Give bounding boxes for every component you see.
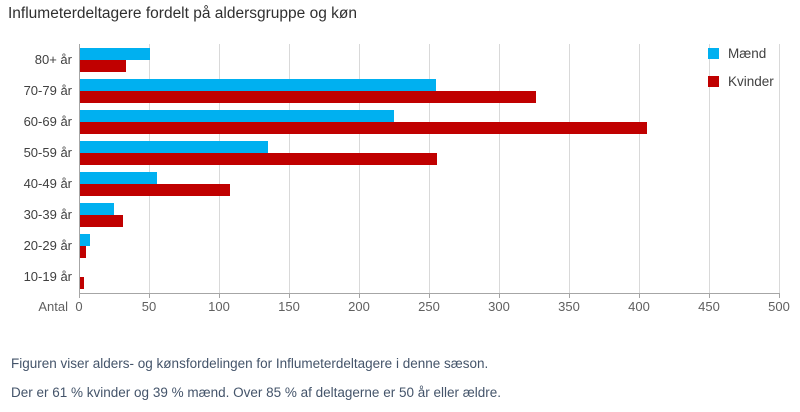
caption: Figuren viser alders- og kønsfordelingen…: [11, 355, 501, 412]
plot-area: [79, 44, 780, 298]
gridline: [569, 44, 570, 293]
gridline: [639, 44, 640, 293]
bar-maend: [80, 78, 436, 91]
x-tick-label: 250: [418, 299, 440, 314]
y-axis-labels: 80+ år 70-79 år 60-69 år 50-59 år 40-49 år 30…: [0, 44, 72, 293]
x-tick-label: 500: [768, 299, 790, 314]
bar-maend: [80, 109, 394, 122]
x-axis-title: Antal: [38, 299, 68, 314]
bar-kvinder: [80, 59, 127, 72]
y-axis-line: [79, 44, 80, 293]
x-tick-label: 350: [558, 299, 580, 314]
y-category-label: 10-19 år: [23, 269, 72, 285]
x-tick-label: 450: [698, 299, 720, 314]
legend-label: Mænd: [728, 45, 767, 61]
tick-mark: [709, 294, 710, 298]
maend-color-swatch: [708, 47, 719, 59]
x-tick-label: 150: [278, 299, 300, 314]
bar-kvinder: [80, 121, 647, 134]
y-category-label: 30-39 år: [23, 207, 72, 223]
legend-item-maend[interactable]: Mænd: [708, 45, 774, 61]
y-category-label: 20-29 år: [23, 238, 72, 254]
bar-kvinder: [80, 152, 437, 165]
bar-maend: [80, 203, 114, 216]
gridline: [149, 44, 150, 293]
gridline: [359, 44, 360, 293]
tick-mark: [219, 294, 220, 298]
gridline: [429, 44, 430, 293]
gridline: [219, 44, 220, 293]
tick-mark: [639, 294, 640, 298]
gridline: [709, 44, 710, 293]
bar-maend: [80, 140, 268, 153]
kvinder-color-swatch: [708, 75, 719, 87]
gridline: [779, 44, 780, 293]
y-category-label: 40-49 år: [23, 176, 72, 192]
bar-kvinder: [80, 246, 86, 259]
gridline: [499, 44, 500, 293]
x-tick-label: 200: [348, 299, 370, 314]
bar-maend: [80, 172, 157, 185]
tick-mark: [149, 294, 150, 298]
y-category-label: 70-79 år: [23, 82, 72, 98]
chart-title: Influmeterdeltagere fordelt på aldersgru…: [8, 5, 357, 22]
bar-maend: [80, 234, 90, 247]
tick-mark: [289, 294, 290, 298]
x-tick-label: 0: [75, 299, 83, 314]
x-tick-label: 300: [488, 299, 510, 314]
tick-mark: [569, 294, 570, 298]
tick-mark: [499, 294, 500, 298]
caption-line-1: Figuren viser alders- og kønsfordelingen…: [11, 356, 489, 371]
x-axis-line: [79, 293, 780, 294]
x-tick-label: 400: [628, 299, 650, 314]
tick-mark: [359, 294, 360, 298]
tick-mark: [429, 294, 430, 298]
bar-kvinder: [80, 215, 124, 228]
bar-kvinder: [80, 90, 537, 103]
caption-line-2: Der er 61 % kvinder og 39 % mænd. Over 8…: [11, 385, 501, 400]
y-category-label: 50-59 år: [23, 144, 72, 160]
legend: Mænd Kvinder: [708, 46, 774, 102]
legend-label: Kvinder: [728, 73, 774, 89]
tick-mark: [79, 294, 80, 298]
x-tick-label: 50: [141, 299, 157, 314]
x-axis-labels: 0 50 100 150 200 250 300 350 400 450 500: [75, 299, 789, 315]
bar-kvinder: [80, 277, 85, 290]
legend-item-kvinder[interactable]: Kvinder: [708, 73, 774, 89]
x-tick-label: 100: [208, 299, 230, 314]
y-category-label: 60-69 år: [23, 113, 72, 129]
tick-mark: [779, 294, 780, 298]
bar-kvinder: [80, 184, 230, 197]
y-category-label: 80+ år: [34, 51, 72, 67]
gridline: [289, 44, 290, 293]
bar-maend: [80, 47, 150, 60]
